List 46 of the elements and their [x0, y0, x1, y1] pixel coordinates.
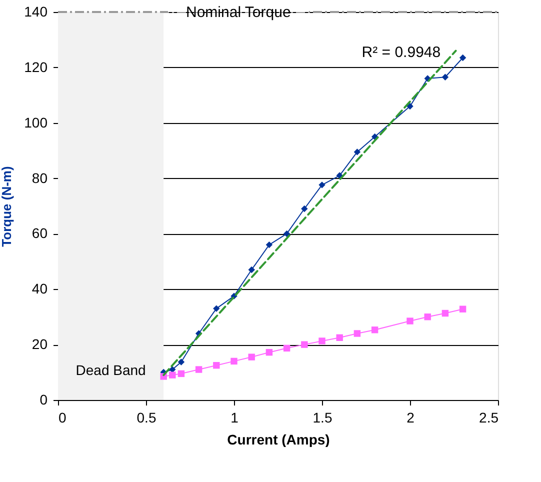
y-axis-title: Torque (N-m) — [0, 166, 14, 247]
point — [318, 182, 326, 188]
x-tick-label: 0 — [58, 410, 66, 426]
x-tick-label: 0.5 — [136, 410, 156, 426]
point — [178, 358, 185, 366]
y-tick-label: 60 — [32, 225, 48, 242]
point — [354, 148, 361, 156]
ref-line-label: Nominal Torque — [186, 4, 291, 21]
point — [442, 310, 449, 317]
point — [459, 306, 466, 312]
y-tick-label: 120 — [24, 58, 48, 75]
x-tick-label: 2.5 — [479, 410, 499, 426]
point — [406, 318, 414, 324]
point — [354, 330, 361, 337]
point — [301, 341, 308, 348]
y-tick-label: 0 — [40, 392, 48, 408]
point — [266, 348, 273, 356]
y-tick-label: 140 — [24, 4, 48, 20]
annotation: R² = 0.9948 — [362, 44, 441, 61]
point — [283, 230, 290, 238]
point — [459, 54, 466, 62]
point — [442, 74, 449, 80]
point — [230, 358, 238, 365]
y-tick-label: 80 — [32, 170, 48, 186]
y-tick-label: 40 — [32, 280, 48, 297]
point — [248, 354, 255, 360]
x-tick-label: 2 — [406, 410, 415, 426]
point — [424, 314, 431, 320]
point — [195, 366, 202, 373]
band-label: Dead Band — [76, 362, 146, 378]
y-tick-label: 100 — [24, 114, 48, 130]
y-tick-label: 20 — [32, 336, 48, 352]
x-tick-label: 1.5 — [312, 410, 332, 426]
point — [248, 266, 255, 274]
x-tick-label: 1 — [230, 410, 239, 426]
point — [336, 334, 343, 341]
point — [169, 372, 176, 378]
point — [283, 344, 290, 352]
point — [213, 305, 220, 312]
point — [318, 338, 326, 344]
point — [178, 370, 185, 378]
point — [213, 362, 220, 369]
point — [406, 102, 414, 110]
point — [371, 326, 378, 334]
point — [301, 205, 308, 212]
point — [266, 241, 273, 248]
